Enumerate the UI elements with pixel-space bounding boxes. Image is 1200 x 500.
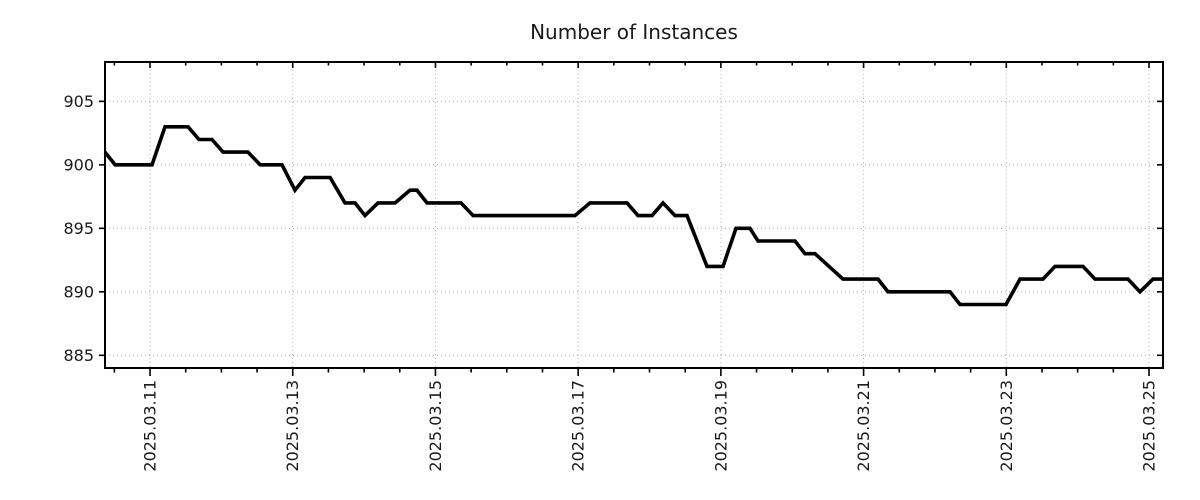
series-line-instances <box>103 125 1163 307</box>
series-layer <box>103 125 1163 307</box>
x-axis-tick-label: 2025.03.25 <box>1140 380 1159 472</box>
x-axis-tick-label: 2025.03.21 <box>854 380 873 472</box>
x-axis-tick-label: 2025.03.23 <box>997 380 1016 472</box>
y-axis-tick-label: 895 <box>63 219 94 238</box>
chart-title: Number of Instances <box>530 20 738 44</box>
plot-frame <box>104 61 1164 369</box>
x-axis-tick-label: 2025.03.15 <box>426 380 445 472</box>
y-axis-tick-label: 885 <box>63 346 94 365</box>
grid-layer <box>105 62 1163 368</box>
y-axis-tick-label: 890 <box>63 282 94 301</box>
tick-layer <box>99 62 1163 376</box>
x-axis-tick-label: 2025.03.17 <box>569 380 588 472</box>
x-axis-tick-label: 2025.03.11 <box>141 380 160 472</box>
x-axis-tick-label: 2025.03.13 <box>283 380 302 472</box>
axis-label-layer: 2025.03.11 2025.03.13 2025.03.15 2025.03.17… <box>63 92 1158 472</box>
y-axis-tick-label: 905 <box>63 92 94 111</box>
plot-border <box>104 61 1164 369</box>
y-axis-tick-label: 900 <box>63 155 94 174</box>
x-axis-tick-label: 2025.03.19 <box>711 380 730 472</box>
